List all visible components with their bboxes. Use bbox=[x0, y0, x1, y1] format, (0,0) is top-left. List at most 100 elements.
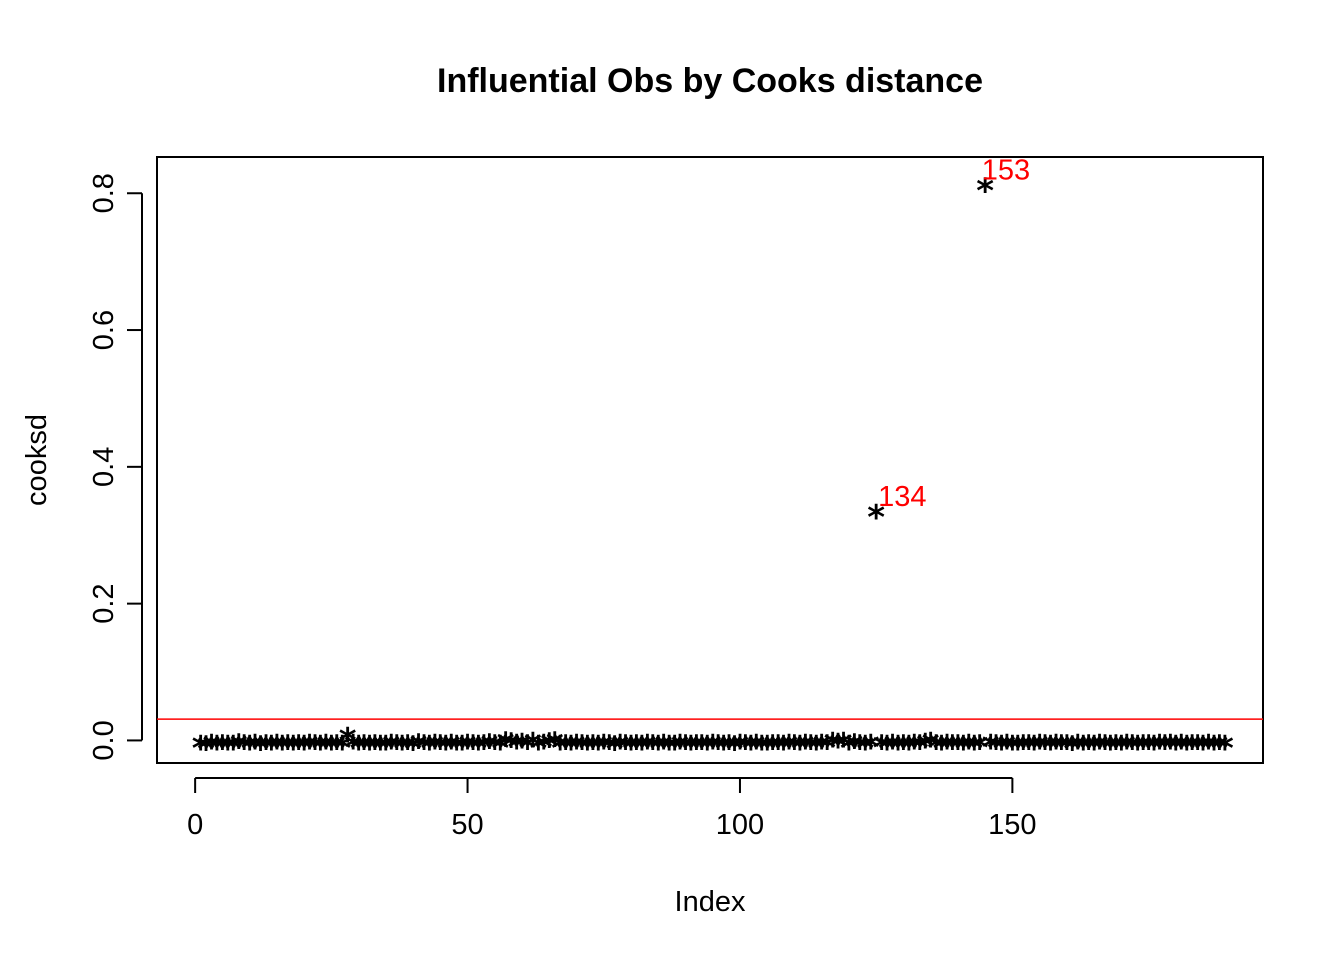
data-point: * bbox=[290, 728, 308, 768]
data-point: * bbox=[1151, 728, 1169, 768]
data-point: * bbox=[470, 729, 488, 769]
data-point: * bbox=[584, 728, 602, 768]
data-point: * bbox=[693, 729, 711, 769]
data-point: * bbox=[480, 727, 498, 767]
data-point: * bbox=[965, 729, 983, 769]
data-point: * bbox=[944, 729, 962, 769]
data-point: * bbox=[916, 727, 934, 767]
data-point: * bbox=[666, 729, 684, 769]
data-point: * bbox=[1020, 729, 1038, 769]
data-point: * bbox=[1107, 728, 1125, 768]
data-point: * bbox=[393, 729, 411, 769]
data-point: * bbox=[737, 729, 755, 769]
data-point: * bbox=[933, 729, 951, 769]
data-point: * bbox=[747, 728, 765, 768]
data-point: * bbox=[410, 728, 428, 768]
data-point: * bbox=[617, 729, 635, 769]
data-point: * bbox=[786, 729, 804, 769]
data-point: * bbox=[960, 728, 978, 768]
data-point: * bbox=[235, 729, 253, 769]
data-point: * bbox=[475, 728, 493, 768]
data-point: * bbox=[1042, 729, 1060, 769]
data-point: * bbox=[557, 728, 575, 768]
y-axis-label: cooksd bbox=[21, 414, 53, 506]
data-point: * bbox=[1014, 728, 1032, 768]
data-point: * bbox=[344, 728, 362, 768]
data-point: * bbox=[1167, 729, 1185, 769]
data-point: * bbox=[1183, 728, 1201, 768]
data-point: * bbox=[273, 729, 291, 769]
data-point: * bbox=[813, 728, 831, 768]
data-point: * bbox=[268, 728, 286, 768]
data-point: * bbox=[573, 729, 591, 769]
data-point: * bbox=[562, 729, 580, 769]
data-point: * bbox=[709, 729, 727, 769]
data-point: * bbox=[1085, 729, 1103, 769]
data-point: * bbox=[611, 728, 629, 768]
data-point: * bbox=[998, 728, 1016, 768]
data-point: * bbox=[502, 727, 520, 767]
data-point: * bbox=[1156, 729, 1174, 769]
data-point: * bbox=[579, 729, 597, 769]
data-point: * bbox=[742, 729, 760, 769]
data-point: * bbox=[954, 729, 972, 769]
x-tick-label: 100 bbox=[716, 809, 764, 841]
data-point: * bbox=[263, 729, 281, 769]
data-point: * bbox=[905, 728, 923, 768]
data-point: * bbox=[971, 728, 989, 768]
data-point: * bbox=[203, 728, 221, 768]
data-point: * bbox=[1194, 729, 1212, 769]
point-labels-layer: 134 153 bbox=[878, 155, 1030, 513]
data-point: * bbox=[758, 729, 776, 769]
data-point: * bbox=[519, 729, 537, 769]
data-point: * bbox=[606, 729, 624, 769]
data-point: * bbox=[715, 729, 733, 769]
data-point: * bbox=[377, 729, 395, 769]
data-point: * bbox=[208, 729, 226, 769]
data-point: * bbox=[873, 729, 891, 769]
data-point: * bbox=[404, 729, 422, 769]
data-point: * bbox=[350, 729, 368, 769]
data-point: * bbox=[818, 729, 836, 769]
y-tick-label: 0.8 bbox=[88, 173, 120, 213]
y-tick-label: 0.6 bbox=[88, 310, 120, 350]
data-point: * bbox=[1189, 729, 1207, 769]
data-point: * bbox=[540, 726, 558, 766]
plot-frame bbox=[156, 156, 1264, 764]
data-point: * bbox=[982, 728, 1000, 768]
data-point: * bbox=[371, 729, 389, 769]
data-point: * bbox=[938, 728, 956, 768]
data-point: * bbox=[889, 729, 907, 769]
data-point: * bbox=[1003, 729, 1021, 769]
data-point: * bbox=[306, 729, 324, 769]
data-point: * bbox=[508, 728, 526, 768]
data-point: * bbox=[568, 728, 586, 768]
data-point: * bbox=[911, 729, 929, 769]
data-point: * bbox=[448, 729, 466, 769]
data-point: * bbox=[284, 729, 302, 769]
data-point: * bbox=[753, 729, 771, 769]
data-point: * bbox=[213, 728, 231, 768]
data-point: * bbox=[1129, 729, 1147, 769]
data-point: * bbox=[687, 728, 705, 768]
chart-title: Influential Obs by Cooks distance bbox=[437, 62, 983, 100]
data-point: * bbox=[682, 729, 700, 769]
x-tick-label: 150 bbox=[988, 809, 1036, 841]
data-point: * bbox=[388, 729, 406, 769]
data-point: * bbox=[333, 729, 351, 769]
data-point: * bbox=[437, 729, 455, 769]
data-point: * bbox=[851, 728, 869, 768]
data-point: * bbox=[796, 728, 814, 768]
data-point: * bbox=[726, 729, 744, 769]
data-point: * bbox=[230, 728, 248, 768]
y-axis: 0.0 0.2 0.4 0.6 0.8 bbox=[88, 173, 143, 761]
data-point: * bbox=[764, 728, 782, 768]
data-point: * bbox=[1134, 728, 1152, 768]
x-axis: 0 50 100 150 bbox=[187, 777, 1037, 841]
data-point: * bbox=[192, 729, 210, 769]
data-point: * bbox=[497, 725, 515, 765]
data-point: * bbox=[279, 729, 297, 769]
data-point: * bbox=[1140, 729, 1158, 769]
data-point: * bbox=[649, 729, 667, 769]
